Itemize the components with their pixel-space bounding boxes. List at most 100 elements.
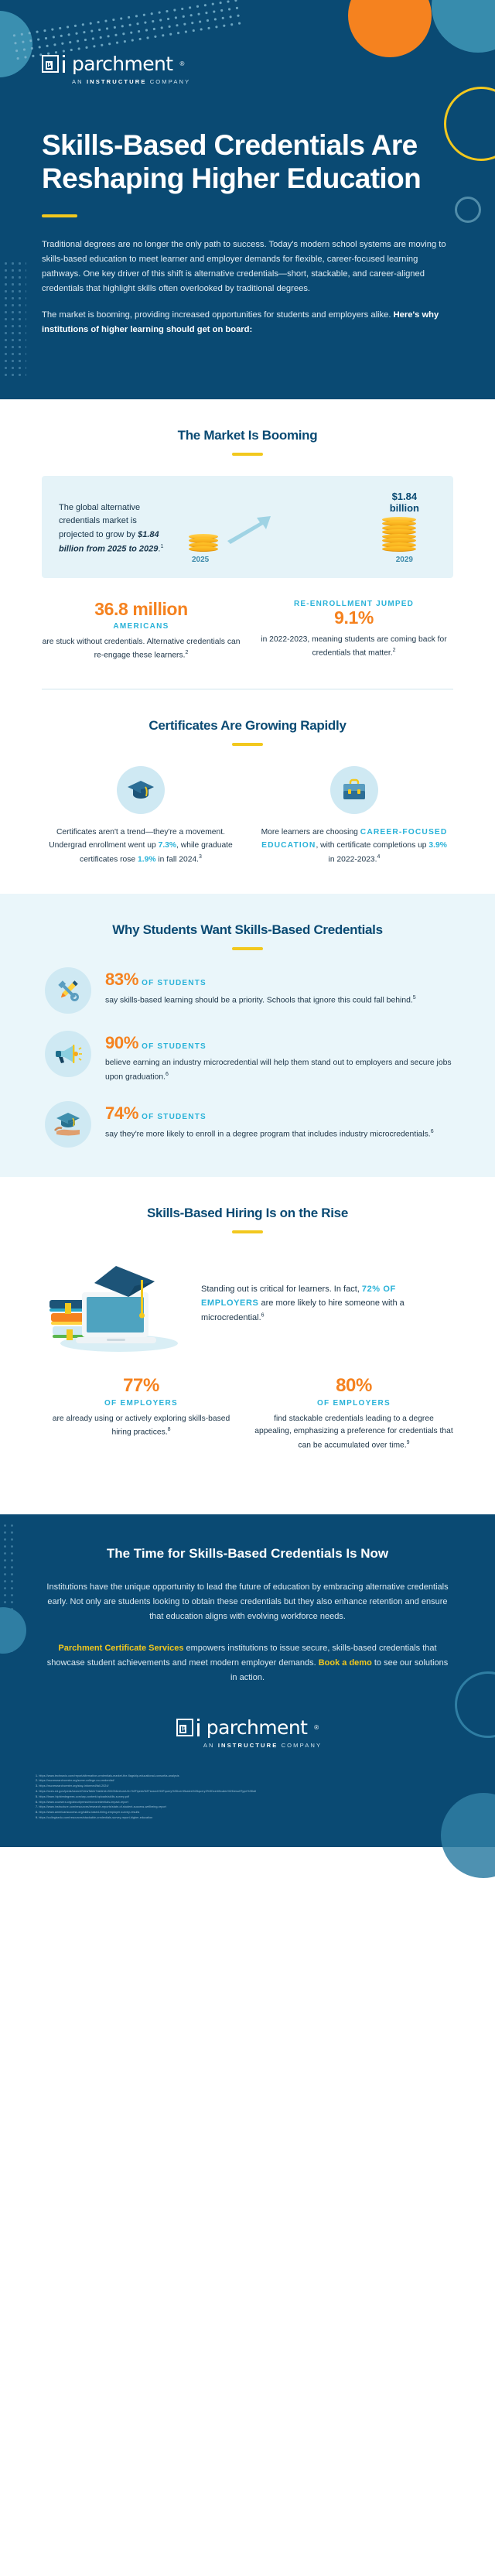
market-title: The Market Is Booming	[177, 428, 318, 443]
stat-value: 77%	[123, 1375, 159, 1397]
footnote-item[interactable]: https://www.instructure.com/resources/re…	[39, 1805, 166, 1809]
market-card: The global alternative credentials marke…	[42, 476, 453, 579]
footnote-item[interactable]: https://www.technavio.com/report/alterna…	[39, 1774, 179, 1777]
certificates-section: Certificates Are Growing Rapidly Certifi…	[0, 689, 495, 894]
stat-re-enrollment: RE-ENROLLMENT JUMPED 9.1% in 2022-2023, …	[254, 600, 453, 662]
stat-americans: 36.8 million AMERICANS are stuck without…	[42, 599, 241, 662]
stat-body: are stuck without credentials. Alternati…	[42, 637, 241, 660]
certificates-cards: Certificates aren't a trend—they're a mo…	[42, 746, 453, 867]
students-title: Why Students Want Skills-Based Credentia…	[112, 922, 383, 937]
logo-trademark: ®	[314, 1723, 319, 1731]
decor-ring-right	[455, 1671, 495, 1738]
hero-section: parchment ® AN INSTRUCTURE COMPANY Skill…	[0, 0, 495, 400]
pencil-wrench-icon	[45, 966, 91, 1014]
decor-ring-blue	[455, 197, 481, 223]
page-title: Skills-Based Credentials Are Reshaping H…	[42, 129, 422, 195]
cta-title: The Time for Skills-Based Credentials Is…	[106, 1546, 389, 1562]
student-stat-desc: say they're more likely to enroll in a d…	[105, 1129, 434, 1139]
hero-paragraph-1: Traditional degrees are no longer the on…	[42, 239, 446, 294]
decor-circle-teal	[432, 0, 495, 53]
laptop-books-cap-illustration	[42, 1252, 190, 1354]
stat-sub-label: OF EMPLOYERS	[104, 1398, 179, 1408]
certificates-underline	[232, 743, 263, 747]
logo-tagline: AN INSTRUCTURE COMPANY	[72, 78, 191, 85]
year-label-end: 2029	[395, 556, 413, 565]
market-stats: 36.8 million AMERICANS are stuck without…	[42, 578, 453, 689]
student-stat-row: 83% OF STUDENTS say skills-based learning…	[42, 950, 453, 1014]
hiring-copy: Standing out is critical for learners. I…	[201, 1284, 405, 1322]
student-stat-text: 83% OF STUDENTS say skills-based learning…	[105, 967, 416, 1008]
cta-link-services[interactable]: Parchment Certificate Services	[58, 1643, 184, 1653]
stat-value: 36.8 million	[94, 599, 188, 620]
logo-wordmark: parchment	[206, 1716, 308, 1739]
student-stat-head: 90% OF STUDENTS	[105, 1032, 207, 1052]
stat-sub-label: OF EMPLOYERS	[316, 1398, 391, 1408]
logo-wordmark: parchment	[72, 53, 173, 75]
certificate-card-enrollment: Certificates aren't a trend—they're a mo…	[42, 766, 240, 867]
year-label-start: 2025	[192, 556, 210, 565]
stat-value: 9.1%	[334, 607, 374, 628]
student-stat-row: 74% OF STUDENTS say they're more likely t…	[42, 1084, 453, 1148]
cta-closing: Parchment Certificate Services empowers …	[46, 1643, 449, 1682]
student-stat-row: 90% OF STUDENTS believe earning an indust…	[42, 1014, 453, 1084]
student-stat-desc: believe earning an industry microcredent…	[105, 1059, 452, 1082]
logo-tagline: AN INSTRUCTURE COMPANY	[203, 1741, 323, 1749]
footnote-item[interactable]: https://nscresearchcenter.org/some-colle…	[39, 1779, 114, 1783]
students-section: Why Students Want Skills-Based Credentia…	[0, 893, 495, 1178]
parchment-mark-icon	[176, 1718, 200, 1736]
market-section: The Market Is Booming The global alterna…	[0, 399, 495, 689]
footnote-list: https://www.technavio.com/report/alterna…	[36, 1774, 459, 1821]
market-blurb: The global alternative credentials marke…	[59, 502, 164, 554]
certificate-card-career: More learners are choosing CAREER-FOCUSE…	[255, 766, 453, 867]
market-value-label: $1.84 billion	[389, 491, 419, 515]
hiring-block: Standing out is critical for learners. I…	[42, 1233, 453, 1354]
footnote-item[interactable]: https://www.americansuccess.org/skills-b…	[39, 1811, 140, 1815]
market-underline	[232, 453, 263, 457]
cta-paragraph: Institutions have the unique opportunity…	[46, 1582, 449, 1621]
hiring-section: Skills-Based Hiring Is on the Rise	[0, 1177, 495, 1487]
student-stat-text: 74% OF STUDENTS say they're more likely t…	[105, 1101, 434, 1142]
parchment-logo: parchment ® AN INSTRUCTURE COMPANY	[42, 54, 453, 85]
student-stat-head: 83% OF STUDENTS	[105, 969, 207, 989]
employer-stat-77: 77% OF EMPLOYERS are already using or ac…	[42, 1375, 241, 1452]
decor-circle-left	[0, 1607, 26, 1654]
parchment-mark-icon	[42, 55, 65, 73]
megaphone-icon	[45, 1030, 91, 1077]
stat-eyebrow: RE-ENROLLMENT JUMPED	[293, 600, 415, 609]
stat-body: are already using or actively exploring …	[52, 1414, 230, 1437]
footnote-item[interactable]: https://collegisedu.com/resources/stacka…	[39, 1816, 153, 1820]
hand-cap-icon	[45, 1101, 91, 1148]
graduation-cap-icon	[117, 766, 165, 815]
hiring-title: Skills-Based Hiring Is on the Rise	[147, 1206, 348, 1221]
decor-circle-orange	[348, 0, 432, 57]
logo-trademark: ®	[179, 60, 185, 67]
stat-sub-label: AMERICANS	[113, 621, 169, 631]
cta-section: The Time for Skills-Based Credentials Is…	[0, 1514, 495, 1769]
certificate-card-text: More learners are choosing CAREER-FOCUSE…	[261, 828, 448, 864]
footnotes-section: https://www.technavio.com/report/alterna…	[0, 1768, 495, 1878]
student-stat-text: 90% OF STUDENTS believe earning an indust…	[105, 1031, 453, 1084]
briefcase-icon	[330, 766, 378, 815]
certificates-title: Certificates Are Growing Rapidly	[148, 718, 346, 734]
coin-stack-2025	[189, 533, 218, 552]
certificate-card-text: Certificates aren't a trend—they're a mo…	[49, 828, 233, 864]
coin-stack-2029	[382, 516, 416, 552]
footnote-item[interactable]: https://nscresearchcenter.org/stay-infor…	[39, 1784, 109, 1788]
footnote-item[interactable]: https://nces.ed.gov/ipeds/search/ViewTab…	[39, 1790, 257, 1793]
parchment-logo-footer: parchment ® AN INSTRUCTURE COMPANY	[45, 1718, 450, 1749]
footnote-item[interactable]: https://www.coursera.org/about/press/mic…	[39, 1800, 128, 1804]
stat-body: find stackable credentials leading to a …	[254, 1414, 453, 1450]
student-stat-desc: say skills-based learning should be a pr…	[105, 995, 416, 1005]
employer-stat-80: 80% OF EMPLOYERS find stackable credenti…	[254, 1375, 453, 1452]
hiring-underline	[232, 1230, 263, 1234]
coin-growth-chart: $1.84 billion 2025 2029	[178, 491, 438, 565]
hero-paragraph-2: The market is booming, providing increas…	[42, 310, 439, 334]
cta-link-book-demo[interactable]: Book a demo	[318, 1657, 372, 1668]
stat-value: 80%	[336, 1375, 372, 1397]
title-underline	[42, 214, 77, 217]
growth-arrow-icon	[227, 516, 271, 545]
students-underline	[232, 946, 263, 950]
footnote-item[interactable]: https://learn.hiphiredegrees.com/wp-cont…	[39, 1794, 130, 1798]
student-stat-head: 74% OF STUDENTS	[105, 1103, 207, 1124]
stat-body: in 2022-2023, meaning students are comin…	[261, 635, 447, 658]
